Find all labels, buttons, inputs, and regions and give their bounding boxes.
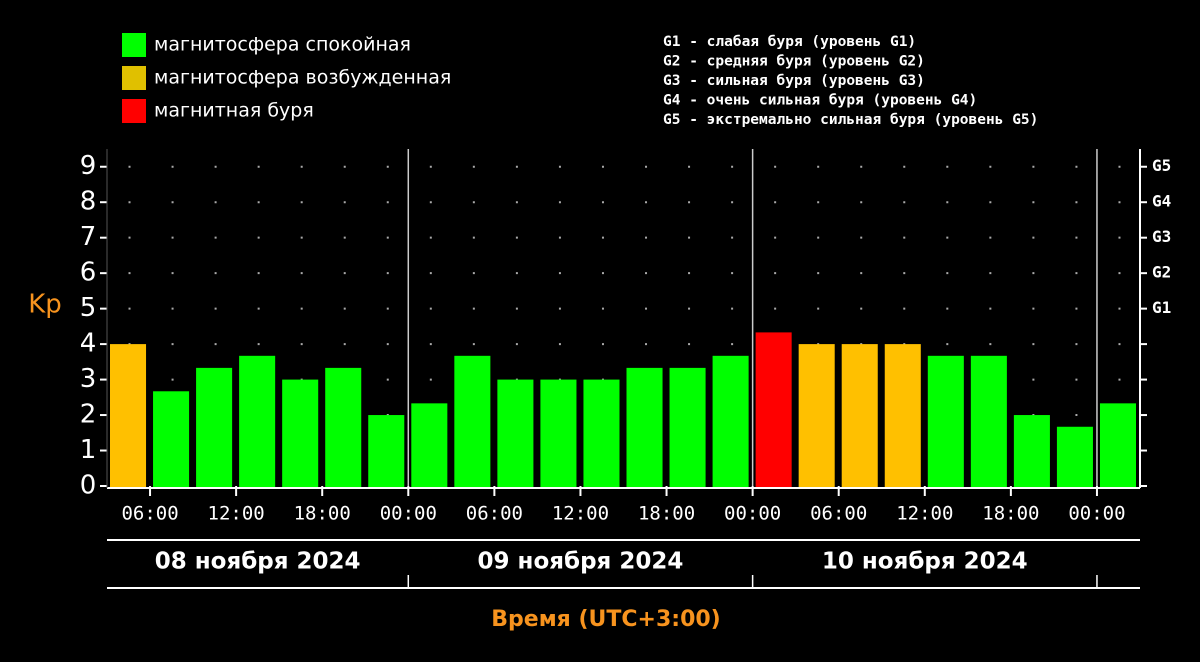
storm-legend: G1 - слабая буря (уровень G1) [663,34,916,50]
bar [712,355,749,488]
y2-tick-label: G5 [1152,156,1171,175]
y-tick-label: 4 [80,329,97,359]
bar [669,367,706,488]
y-tick-label: 1 [80,435,97,465]
bar [1013,415,1050,488]
x-tick-label: 18:00 [638,503,695,525]
bar [454,355,491,488]
bar [755,332,792,488]
bar [110,344,147,488]
day-label: 08 ноября 2024 [155,549,361,575]
y-tick-label: 5 [80,293,97,323]
bar [970,355,1007,488]
x-tick-label: 06:00 [810,503,867,525]
x-tick-label: 06:00 [121,503,178,525]
legend-swatch [122,99,146,123]
bar [1099,403,1136,488]
y-tick-label: 9 [80,151,97,181]
bar [583,379,620,488]
x-tick-label: 00:00 [380,503,437,525]
bar [540,379,577,488]
bar [841,344,878,488]
bar [239,355,276,488]
storm-legend: G5 - экстремально сильная буря (уровень … [663,112,1038,128]
bar [884,344,921,488]
bar [798,344,835,488]
x-tick-label: 06:00 [466,503,523,525]
y-tick-label: 6 [80,258,97,288]
bar [927,355,964,488]
y-tick-label: 0 [80,471,97,501]
y2-tick-label: G4 [1152,192,1171,211]
storm-legend: G3 - сильная буря (уровень G3) [663,73,925,89]
bar [497,379,534,488]
y-tick-label: 8 [80,187,97,217]
bar [282,379,319,488]
bar [325,367,362,488]
y-tick-label: 7 [80,222,97,252]
bar [368,415,405,488]
y-tick-label: 3 [80,364,97,394]
bar [196,367,233,488]
y2-tick-label: G1 [1152,298,1171,317]
legend-swatch [122,66,146,90]
x-tick-label: 12:00 [896,503,953,525]
y2-tick-label: G2 [1152,263,1171,282]
x-tick-label: 00:00 [724,503,781,525]
legend-swatch [122,33,146,57]
storm-legend: G2 - средняя буря (уровень G2) [663,54,925,70]
bar [626,367,663,488]
y2-tick-label: G3 [1152,227,1171,246]
bar [153,391,190,488]
x-axis-label: Время (UTC+3:00) [491,607,721,632]
day-label: 10 ноября 2024 [822,549,1028,575]
day-label: 09 ноября 2024 [478,549,684,575]
storm-legend: G4 - очень сильная буря (уровень G4) [663,93,977,109]
x-tick-label: 12:00 [208,503,265,525]
legend-label: магнитная буря [154,100,314,122]
legend-label: магнитосфера возбужденная [154,67,451,89]
bar [1056,426,1093,488]
y-tick-label: 2 [80,400,97,430]
x-tick-label: 00:00 [1068,503,1125,525]
x-tick-label: 18:00 [982,503,1039,525]
y-axis-label: Kp [28,290,62,320]
x-tick-label: 12:00 [552,503,609,525]
bar [411,403,448,488]
x-tick-label: 18:00 [294,503,351,525]
legend-label: магнитосфера спокойная [154,34,411,56]
